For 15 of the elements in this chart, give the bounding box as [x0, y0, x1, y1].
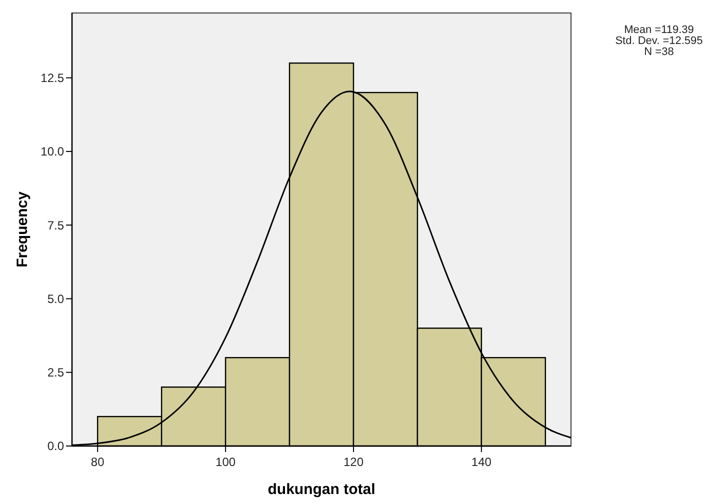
y-tick-label: 12.5: [40, 71, 64, 86]
y-tick-label: 5.0: [47, 292, 64, 306]
y-tick-label: 2.5: [47, 366, 64, 380]
x-tick-label: 120: [343, 455, 364, 469]
x-axis-title: dukungan total: [268, 481, 376, 498]
text: N =38: [644, 46, 674, 58]
text: Mean =119.39: [624, 24, 694, 36]
x-tick-label: 100: [216, 455, 236, 469]
y-tick-label: 10.0: [40, 144, 64, 159]
y-tick-label: 7.5: [47, 218, 64, 232]
y-tick-label: 0.0: [47, 439, 64, 454]
text: Std. Dev. =12.595: [615, 35, 703, 47]
x-tick-label: 80: [90, 455, 105, 469]
x-tick-label: 140: [471, 455, 492, 469]
y-axis-title: Frequency: [14, 190, 31, 268]
